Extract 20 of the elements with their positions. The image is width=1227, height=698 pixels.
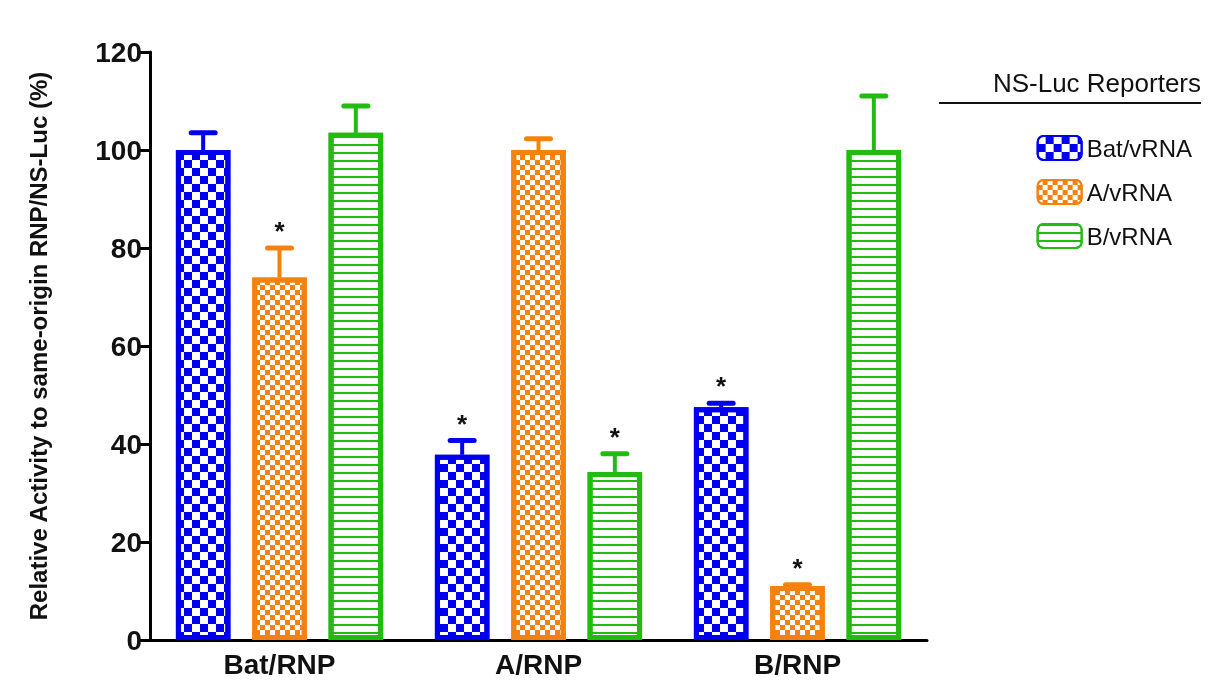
y-axis-title: Relative Activity to same-origin RNP/NS-Luc (%) <box>24 71 52 621</box>
y-tick-label: 80 <box>110 232 142 264</box>
data-label: * <box>792 552 804 583</box>
y-tick-label: 40 <box>110 428 142 460</box>
legend-label: Bat/vRNA <box>1086 134 1193 162</box>
data-label: * <box>274 216 286 246</box>
y-tick-label: 120 <box>95 36 142 68</box>
data-label: * <box>716 371 728 402</box>
x-tick-label: A/RNP <box>494 648 583 680</box>
y-tick-label: 20 <box>110 526 142 558</box>
y-tick-label: 100 <box>95 134 142 166</box>
legend-label: B/vRNA <box>1086 222 1172 250</box>
data-label: * <box>457 408 469 439</box>
x-tick-label: B/RNP <box>753 648 842 680</box>
legend-label: A/vRNA <box>1086 178 1172 206</box>
y-tick-label: 60 <box>110 330 142 362</box>
x-tick-label: Bat/RNP <box>223 648 336 680</box>
y-tick-label: 0 <box>126 624 142 656</box>
legend-title: NS-Luc Reporters <box>992 68 1201 98</box>
data-label: * <box>609 421 621 452</box>
